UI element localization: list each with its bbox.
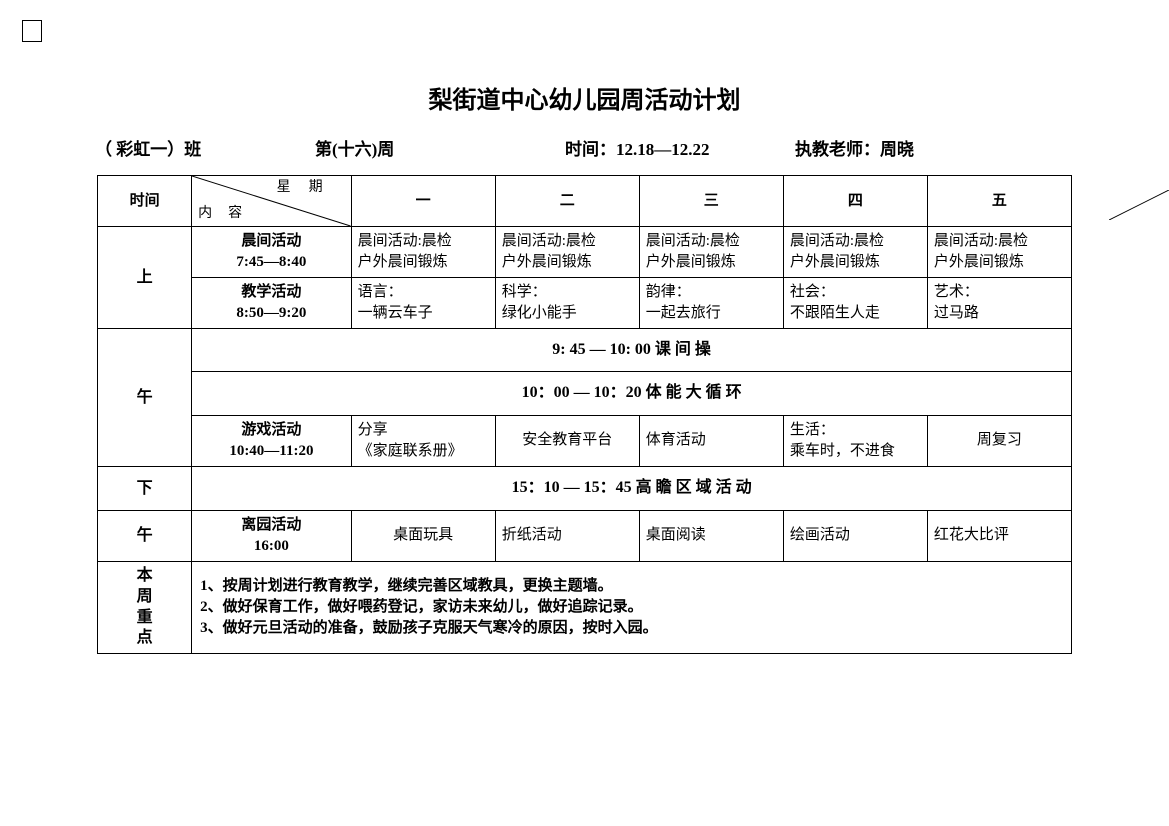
leave-d1: 桌面玩具: [351, 510, 495, 561]
focus-line2: 2、做好保育工作，做好喂药登记，家访未来幼儿，做好追踪记录。: [200, 597, 1063, 618]
leave-row: 午 离园活动16:00 桌面玩具 折纸活动 桌面阅读 绘画活动 红花大比评: [98, 510, 1072, 561]
schedule-table: 时间 星期 内容 一 二 三 四 五 上 晨间活动7:45—8:40 晨间活动:…: [97, 175, 1072, 654]
focus-line3: 3、做好元旦活动的准备，鼓励孩子克服天气寒冷的原因，按时入园。: [200, 618, 1063, 639]
morning-act-d5: 晨间活动:晨检户外晨间锻炼: [927, 227, 1071, 278]
leave-d3: 桌面阅读: [639, 510, 783, 561]
time-label: 时间：12.18—12.22: [565, 135, 795, 160]
morning-act-d4: 晨间活动:晨检户外晨间锻炼: [783, 227, 927, 278]
header-d3: 三: [639, 176, 783, 227]
game-row: 游戏活动10:40—11:20 分享《家庭联系册》 安全教育平台 体育活动 生活…: [98, 415, 1072, 466]
pe-loop-row: 10：00 — 10：20 体 能 大 循 环: [98, 372, 1072, 415]
morning-act-d1: 晨间活动:晨检户外晨间锻炼: [351, 227, 495, 278]
game-d1: 分享《家庭联系册》: [351, 415, 495, 466]
period-morning: 上: [98, 227, 192, 329]
header-time: 时间: [98, 176, 192, 227]
period-focus: 本周重点: [98, 561, 192, 653]
teaching-d3: 韵律：一起去旅行: [639, 278, 783, 329]
header-d5: 五: [927, 176, 1071, 227]
region-row: 下 15：10 — 15：45 高 瞻 区 域 活 动: [98, 466, 1072, 510]
pe-loop: 10：00 — 10：20 体 能 大 循 环: [192, 372, 1072, 415]
diag-bot-label: 内容: [198, 204, 258, 224]
week-label: 第(十六)周: [315, 135, 565, 160]
teaching-row: 教学活动8:50—9:20 语言： 一辆云车子 科学：绿化小能手 韵律：一起去旅…: [98, 278, 1072, 329]
decorative-box: [22, 20, 42, 42]
leave-label: 离园活动16:00: [192, 510, 351, 561]
region-activity: 15：10 — 15：45 高 瞻 区 域 活 动: [192, 466, 1072, 510]
morning-act-d3: 晨间活动:晨检户外晨间锻炼: [639, 227, 783, 278]
morning-activity-row: 上 晨间活动7:45—8:40 晨间活动:晨检户外晨间锻炼 晨间活动:晨检户外晨…: [98, 227, 1072, 278]
morning-act-label: 晨间活动7:45—8:40: [192, 227, 351, 278]
leave-d2: 折纸活动: [495, 510, 639, 561]
game-d5: 周复习: [927, 415, 1071, 466]
period-noon: 午: [98, 329, 192, 467]
header-d1: 一: [351, 176, 495, 227]
game-d2: 安全教育平台: [495, 415, 639, 466]
period-afternoon2: 午: [98, 510, 192, 561]
focus-line1: 1、按周计划进行教育教学，继续完善区域教具，更换主题墙。: [200, 576, 1063, 597]
header-d4: 四: [783, 176, 927, 227]
period-afternoon1: 下: [98, 466, 192, 510]
break-exercise: 9: 45 — 10: 00 课 间 操: [192, 329, 1072, 372]
focus-row: 本周重点 1、按周计划进行教育教学，继续完善区域教具，更换主题墙。 2、做好保育…: [98, 561, 1072, 653]
page: 梨街道中心幼儿园周活动计划 （ 彩虹一）班 第(十六)周 时间：12.18—12…: [0, 0, 1169, 654]
game-d3: 体育活动: [639, 415, 783, 466]
header-diagonal: 星期 内容: [192, 176, 351, 227]
leave-d5: 红花大比评: [927, 510, 1071, 561]
corner-line: [1109, 190, 1169, 220]
header-d2: 二: [495, 176, 639, 227]
diag-top-label: 星期: [277, 178, 341, 198]
break-exercise-row: 午 9: 45 — 10: 00 课 间 操: [98, 329, 1072, 372]
header-row: 时间 星期 内容 一 二 三 四 五: [98, 176, 1072, 227]
subtitle-row: （ 彩虹一）班 第(十六)周 时间：12.18—12.22 执教老师：周晓: [90, 135, 1079, 160]
teaching-d4: 社会：不跟陌生人走: [783, 278, 927, 329]
game-d4: 生活：乘车时，不进食: [783, 415, 927, 466]
class-label: （ 彩虹一）班: [95, 135, 315, 160]
teaching-d5: 艺术：过马路: [927, 278, 1071, 329]
teaching-d2: 科学：绿化小能手: [495, 278, 639, 329]
page-title: 梨街道中心幼儿园周活动计划: [90, 80, 1079, 115]
focus-cell: 1、按周计划进行教育教学，继续完善区域教具，更换主题墙。 2、做好保育工作，做好…: [192, 561, 1072, 653]
morning-act-d2: 晨间活动:晨检户外晨间锻炼: [495, 227, 639, 278]
teaching-label: 教学活动8:50—9:20: [192, 278, 351, 329]
teaching-d1: 语言： 一辆云车子: [351, 278, 495, 329]
teacher-label: 执教老师：周晓: [795, 135, 914, 160]
leave-d4: 绘画活动: [783, 510, 927, 561]
game-label: 游戏活动10:40—11:20: [192, 415, 351, 466]
